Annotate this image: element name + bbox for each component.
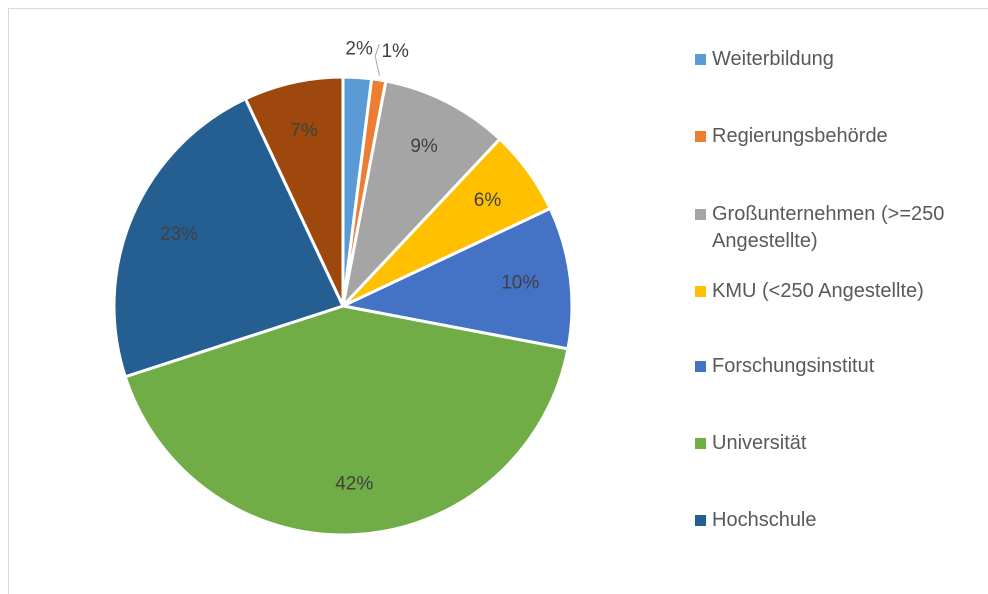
legend-label: Hochschule <box>712 509 817 531</box>
legend-item: KMU (<250 Angestellte) <box>695 278 975 305</box>
pie-slice <box>112 96 346 379</box>
pie-slice <box>338 206 574 351</box>
legend-item: Großunternehmen (>=250 Angestellte) <box>695 201 975 255</box>
pie-slice <box>123 304 570 537</box>
data-label: 10% <box>501 273 539 294</box>
legend-label: KMU (<250 Angestellte) <box>712 280 924 302</box>
pie-slice <box>340 79 502 311</box>
legend-swatch <box>695 209 706 220</box>
legend-item: Regierungsbehörde <box>695 123 975 150</box>
legend-swatch <box>695 54 706 65</box>
legend-label: Universität <box>712 432 807 454</box>
legend-item: Weiterbildung <box>695 46 975 73</box>
legend-swatch <box>695 438 706 449</box>
data-label: 2% <box>345 39 373 60</box>
data-label: 23% <box>160 224 198 245</box>
legend-label: Forschungsinstitut <box>712 355 875 377</box>
legend-swatch <box>695 286 706 297</box>
data-label: 6% <box>474 190 502 211</box>
legend-item: Hochschule <box>695 507 975 534</box>
data-label: 1% <box>381 41 409 62</box>
pie-slice <box>243 75 345 307</box>
legend-swatch <box>695 361 706 372</box>
data-label: 9% <box>410 136 438 157</box>
leader-line <box>374 44 380 76</box>
legend-swatch <box>695 515 706 526</box>
legend-swatch <box>695 131 706 142</box>
legend-label: Großunternehmen (>=250 Angestellte) <box>712 203 945 252</box>
chart-frame <box>8 8 988 594</box>
legend-item: Universität <box>695 430 975 457</box>
legend-label: Weiterbildung <box>712 48 834 70</box>
data-label: 42% <box>335 473 373 494</box>
data-label: 7% <box>290 121 318 142</box>
legend-item: Forschungsinstitut <box>695 353 975 380</box>
legend-label: Regierungsbehörde <box>712 125 888 147</box>
